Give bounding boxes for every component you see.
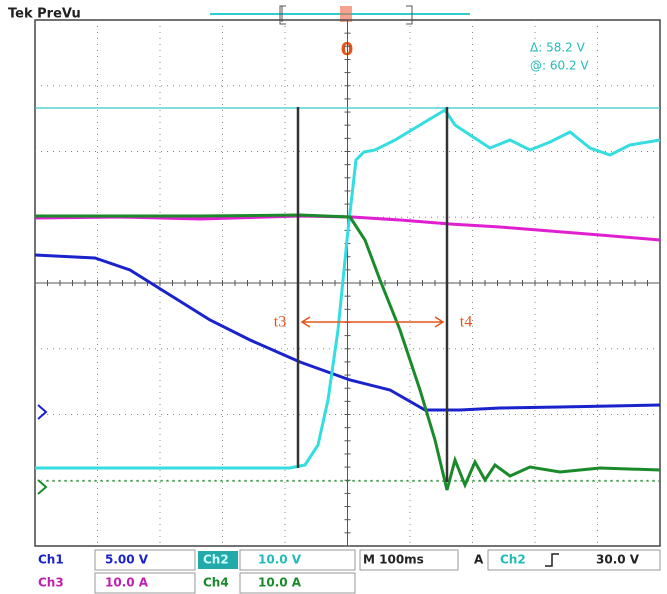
ch1-label: Ch1	[38, 553, 64, 567]
timebase: M 100ms	[363, 553, 424, 567]
ch3-scale: 10.0 A	[105, 576, 149, 590]
trigger-source: A	[474, 553, 484, 567]
trigger-channel: Ch2	[500, 553, 526, 567]
ch4-label: Ch4	[203, 576, 229, 590]
ch1-scale: 5.00 V	[105, 553, 149, 567]
readout-delta: Δ: 58.2 V	[530, 41, 586, 55]
ch2-label: Ch2	[203, 553, 229, 567]
readout-at: @: 60.2 V	[530, 59, 589, 73]
ch2-scale: 10.0 V	[258, 553, 302, 567]
scope-screenshot: Tek PreVu 0 Δ: 58.2 V @: 60.2 V t3 t4 Ch…	[0, 0, 667, 594]
cursor-label: t4	[460, 314, 472, 331]
ch1-ground-marker	[38, 405, 46, 419]
trigger-level: 30.0 V	[596, 553, 640, 567]
ch4-scale: 10.0 A	[258, 576, 302, 590]
ch3-label: Ch3	[38, 576, 64, 590]
cursor-label: t3	[274, 314, 286, 331]
ch4-ground-marker	[38, 480, 46, 494]
scope-display: Tek PreVu 0 Δ: 58.2 V @: 60.2 V t3 t4 Ch…	[0, 0, 667, 594]
